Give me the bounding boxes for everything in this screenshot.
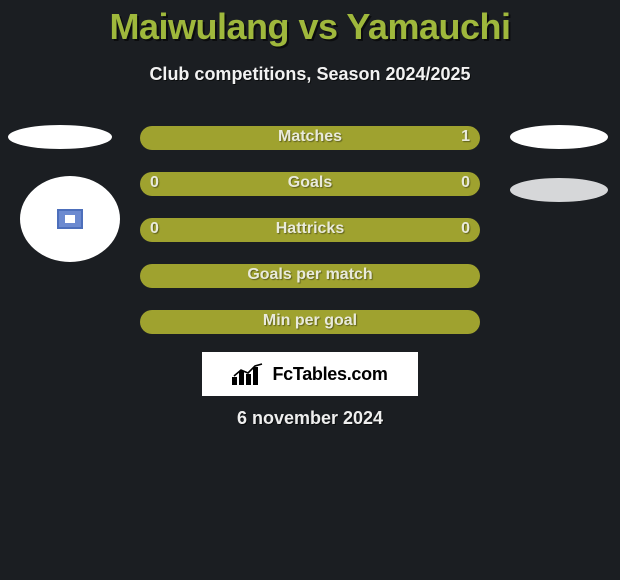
stat-label: Min per goal <box>140 312 480 330</box>
bars-icon <box>232 363 266 385</box>
stat-row-matches: Matches 1 <box>140 126 480 150</box>
team-left-emblem-icon <box>57 209 83 229</box>
stat-label: Goals per match <box>140 266 480 284</box>
competition-subtitle: Club competitions, Season 2024/2025 <box>0 64 620 85</box>
footer-date: 6 november 2024 <box>0 408 620 429</box>
player-left-badge <box>8 125 112 149</box>
stat-right-value: 0 <box>461 174 470 192</box>
stat-label: Matches <box>140 128 480 146</box>
player-right-badge <box>510 125 608 149</box>
stat-row-min-per-goal: Min per goal <box>140 310 480 334</box>
stats-table: Matches 1 0 Goals 0 0 Hattricks 0 Goals … <box>140 126 480 356</box>
stat-label: Hattricks <box>140 220 480 238</box>
brand-text: FcTables.com <box>272 364 387 385</box>
stat-right-value: 1 <box>461 128 470 146</box>
page-title: Maiwulang vs Yamauchi <box>0 0 620 48</box>
stat-label: Goals <box>140 174 480 192</box>
stat-right-value: 0 <box>461 220 470 238</box>
stat-row-goals-per-match: Goals per match <box>140 264 480 288</box>
fctables-brand-link[interactable]: FcTables.com <box>202 352 418 396</box>
team-right-badge <box>510 178 608 202</box>
stat-row-hattricks: 0 Hattricks 0 <box>140 218 480 242</box>
stat-row-goals: 0 Goals 0 <box>140 172 480 196</box>
